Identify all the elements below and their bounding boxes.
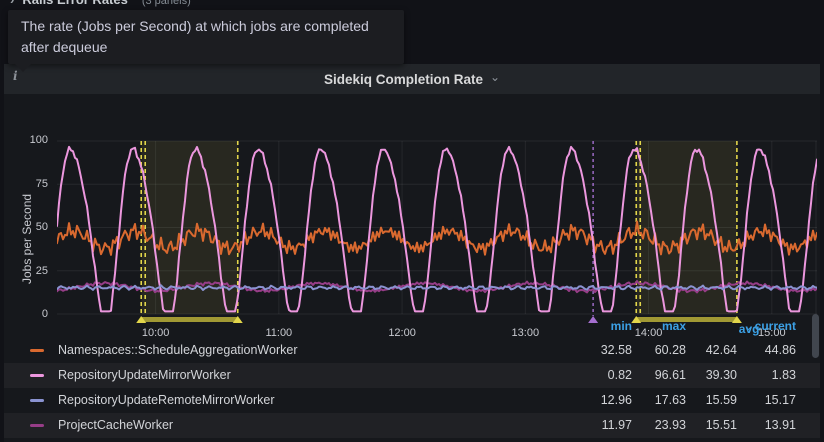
series-current: 13.91 xyxy=(764,418,796,432)
panel-title[interactable]: Sidekiq Completion Rate xyxy=(323,71,483,87)
series-avg: 39.30 xyxy=(705,368,737,382)
tooltip-arrow xyxy=(14,63,32,72)
series-max: 60.28 xyxy=(654,343,686,357)
y-tick-0: 0 xyxy=(41,308,48,320)
legend-row[interactable]: RepositoryUpdateRemoteMirrorWorker 12.96… xyxy=(4,388,820,413)
legend-row[interactable]: Namespaces::ScheduleAggregationWorker 32… xyxy=(4,338,820,363)
series-max: 96.61 xyxy=(654,368,686,382)
tooltip-text: The rate (Jobs per Second) at which jobs… xyxy=(21,18,369,55)
legend-row[interactable]: RepositoryUpdateMirrorWorker 0.82 96.61 … xyxy=(4,363,820,388)
series-avg: 15.59 xyxy=(705,393,737,407)
series-color-dash xyxy=(30,424,44,427)
series-color-dash xyxy=(30,374,44,377)
legend-table: min max avg ⌄ current Namespaces::Schedul… xyxy=(4,314,820,438)
row-collapse-icon: › xyxy=(10,0,14,7)
y-tick-50: 50 xyxy=(35,221,48,233)
series-label[interactable]: RepositoryUpdateRemoteMirrorWorker xyxy=(58,393,275,407)
x-tick: 10:00 xyxy=(141,327,170,339)
y-tick-100: 100 xyxy=(29,134,48,146)
row-panel-count: (3 panels) xyxy=(141,0,191,7)
series-color-dash xyxy=(30,349,44,352)
sort-chevron-icon: ⌄ xyxy=(743,321,753,333)
timeseries-plot[interactable] xyxy=(57,134,817,326)
legend-sort-max[interactable]: max xyxy=(661,319,686,333)
info-icon[interactable]: i xyxy=(13,69,18,83)
x-tick: 11:00 xyxy=(265,327,293,339)
series-max: 23.93 xyxy=(654,418,686,432)
series-avg: 15.51 xyxy=(705,418,737,432)
series-current: 15.17 xyxy=(764,393,796,407)
series-label[interactable]: RepositoryUpdateMirrorWorker xyxy=(58,368,231,382)
collapsed-row-header[interactable]: › Rails Error Rates (3 panels) xyxy=(0,0,824,8)
series-color-dash xyxy=(30,399,44,402)
legend-header-row: min max avg ⌄ current xyxy=(4,314,820,358)
panel-description-tooltip: The rate (Jobs per Second) at which jobs… xyxy=(8,10,404,72)
y-tick-75: 75 xyxy=(35,177,48,190)
x-tick: 15:00 xyxy=(758,327,786,339)
legend-scrollbar-thumb[interactable] xyxy=(812,314,819,358)
series-min: 12.96 xyxy=(600,393,632,407)
x-tick: 13:00 xyxy=(511,327,540,339)
legend-sort-current[interactable]: current xyxy=(754,319,796,333)
series-min: 0.82 xyxy=(607,368,632,382)
series-avg: 42.64 xyxy=(705,343,737,357)
panel-header[interactable]: i Sidekiq Completion Rate ⌄ xyxy=(4,64,820,94)
x-tick: 14:00 xyxy=(634,327,663,339)
legend-row[interactable]: ProjectCacheWorker 11.97 23.93 15.51 13.… xyxy=(4,413,820,438)
x-tick: 12:00 xyxy=(388,327,416,339)
series-current: 44.86 xyxy=(764,343,796,357)
series-max: 17.63 xyxy=(654,393,686,407)
chart-area: Jobs per Second 100 75 50 25 0 10:00 11:… xyxy=(4,94,820,339)
legend-sort-min[interactable]: min xyxy=(610,319,632,333)
chevron-down-icon[interactable]: ⌄ xyxy=(489,70,501,84)
sidekiq-completion-rate-panel: i Sidekiq Completion Rate ⌄ Jobs per Sec… xyxy=(4,64,820,442)
series-min: 32.58 xyxy=(600,343,632,357)
legend-sort-avg[interactable]: avg ⌄ xyxy=(738,321,760,336)
series-label[interactable]: ProjectCacheWorker xyxy=(58,418,174,432)
row-title: Rails Error Rates xyxy=(22,0,128,7)
series-current: 1.83 xyxy=(771,368,796,382)
y-tick-25: 25 xyxy=(35,264,48,277)
series-min: 11.97 xyxy=(601,418,632,432)
series-label[interactable]: Namespaces::ScheduleAggregationWorker xyxy=(58,343,298,357)
